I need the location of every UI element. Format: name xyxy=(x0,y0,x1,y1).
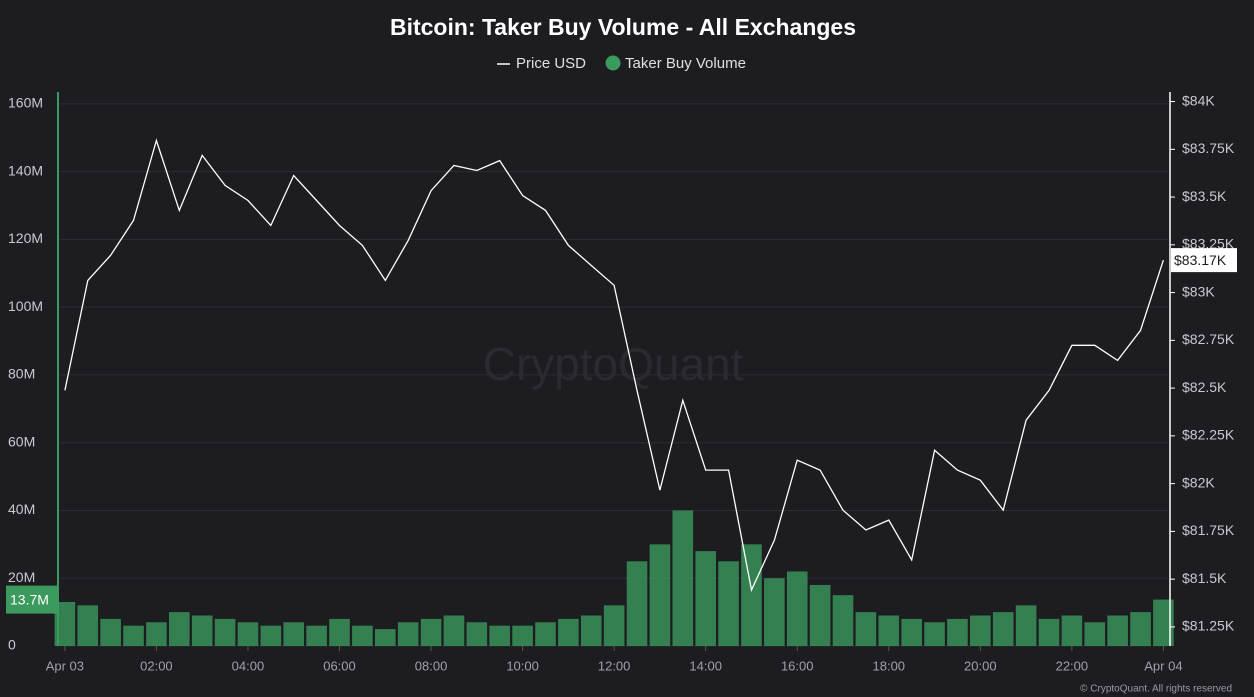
y-tick-label: 160M xyxy=(8,95,43,111)
y2-tick-label: $83.5K xyxy=(1182,188,1227,204)
x-tick-label: Apr 03 xyxy=(46,658,84,673)
volume-bar xyxy=(374,629,396,646)
y2-tick-label: $82.25K xyxy=(1182,427,1235,443)
volume-bar xyxy=(466,622,488,646)
volume-bar xyxy=(329,618,350,646)
marks xyxy=(54,138,1174,646)
volume-bar xyxy=(580,615,602,646)
price-line xyxy=(64,138,1165,593)
x-tick-label: 06:00 xyxy=(323,658,356,673)
volume-tag xyxy=(6,585,58,614)
volume-bar xyxy=(764,578,785,646)
volume-bar xyxy=(626,561,648,646)
volume-bar xyxy=(420,618,442,646)
volume-bar xyxy=(77,605,99,646)
volume-bar xyxy=(718,561,739,646)
x-tick-label: 16:00 xyxy=(781,658,814,673)
y-tick-label: 20M xyxy=(8,569,35,585)
y2-tick-label: $82.5K xyxy=(1182,379,1227,395)
volume-bar xyxy=(443,615,465,646)
volume-bar xyxy=(306,625,327,646)
legend-label: Price USD xyxy=(516,55,586,72)
chart-title: Bitcoin: Taker Buy Volume - All Exchange… xyxy=(390,14,856,40)
volume-bar xyxy=(947,618,968,646)
volume-bar xyxy=(1130,612,1151,646)
volume-bar xyxy=(1015,605,1037,646)
legend-swatch xyxy=(605,55,621,71)
volume-bar xyxy=(123,625,144,646)
volume-bar xyxy=(1038,618,1060,646)
volume-bar xyxy=(54,601,76,646)
volume-bar xyxy=(649,544,671,646)
volume-bar xyxy=(237,622,259,646)
volume-bar xyxy=(924,622,945,646)
volume-bar xyxy=(100,618,121,646)
legend-label: Taker Buy Volume xyxy=(625,55,746,72)
y-tick-label: 0 xyxy=(8,637,16,653)
volume-bar xyxy=(786,571,808,646)
volume-bar xyxy=(741,544,762,646)
y2-tick-label: $82.75K xyxy=(1182,331,1235,347)
volume-bar xyxy=(283,622,305,646)
volume-bar xyxy=(397,622,419,646)
volume-bar xyxy=(489,625,511,646)
axes: 0 20M 40M 60M 80M 100M 120M 140M 160M $81.25K $81.… xyxy=(6,92,1237,673)
y-tick-label: 80M xyxy=(8,366,35,382)
y2-tick-label: $84K xyxy=(1182,92,1215,108)
volume-bar xyxy=(855,612,877,646)
volume-bar xyxy=(672,510,694,646)
y2-tick-label: $81.75K xyxy=(1182,522,1235,538)
volume-bar xyxy=(260,625,282,646)
x-tick-label: 14:00 xyxy=(689,658,722,673)
x-tick-label: 10:00 xyxy=(506,658,539,673)
volume-bar xyxy=(878,615,900,646)
x-tick-label: 18:00 xyxy=(873,658,906,673)
volume-bar xyxy=(352,625,373,646)
volume-bar xyxy=(809,585,831,646)
volume-bar xyxy=(901,618,922,646)
volume-bar xyxy=(1061,615,1083,646)
price-tag xyxy=(1171,248,1237,273)
x-tick-label: 02:00 xyxy=(140,658,173,673)
x-tick-label: 22:00 xyxy=(1056,658,1089,673)
x-tick-label: 04:00 xyxy=(232,658,265,673)
volume-bar xyxy=(992,612,1014,646)
y2-tick-label: $83K xyxy=(1182,283,1215,299)
x-tick-label: Apr 04 xyxy=(1144,658,1182,673)
y2-tick-label: $81.5K xyxy=(1182,570,1227,586)
y-tick-label: 60M xyxy=(8,433,35,449)
watermark: CryptoQuant xyxy=(483,338,744,390)
volume-bar xyxy=(169,612,190,646)
x-tick-label: 12:00 xyxy=(598,658,631,673)
volume-bar xyxy=(535,622,556,646)
y-tick-label: 120M xyxy=(8,230,43,246)
y2-tick-label: $83.75K xyxy=(1182,140,1235,156)
volume-bar xyxy=(695,551,716,646)
volume-bar xyxy=(1107,615,1128,646)
footer: © CryptoQuant. All rights reserved xyxy=(1080,684,1232,695)
x-tick-label: 20:00 xyxy=(964,658,997,673)
volume-tag-label: 13.7M xyxy=(10,591,49,607)
y-tick-label: 140M xyxy=(8,162,43,178)
volume-bar xyxy=(1153,599,1174,646)
volume-bar xyxy=(832,595,854,646)
y-tick-label: 100M xyxy=(8,298,43,314)
y2-tick-label: $82K xyxy=(1182,474,1215,490)
volume-bar xyxy=(603,605,625,646)
y2-tick-label: $83.25K xyxy=(1182,236,1235,252)
volume-bar xyxy=(558,618,579,646)
volume-bar xyxy=(214,618,236,646)
y-tick-label: 40M xyxy=(8,501,35,517)
volume-bar xyxy=(970,615,991,646)
volume-bar xyxy=(146,622,167,646)
volume-bar xyxy=(1084,622,1106,646)
volume-bar xyxy=(512,625,533,646)
price-tag-label: $83.17K xyxy=(1174,252,1227,268)
y2-tick-label: $81.25K xyxy=(1182,618,1235,634)
volume-bar xyxy=(191,615,213,646)
x-tick-label: 08:00 xyxy=(415,658,448,673)
